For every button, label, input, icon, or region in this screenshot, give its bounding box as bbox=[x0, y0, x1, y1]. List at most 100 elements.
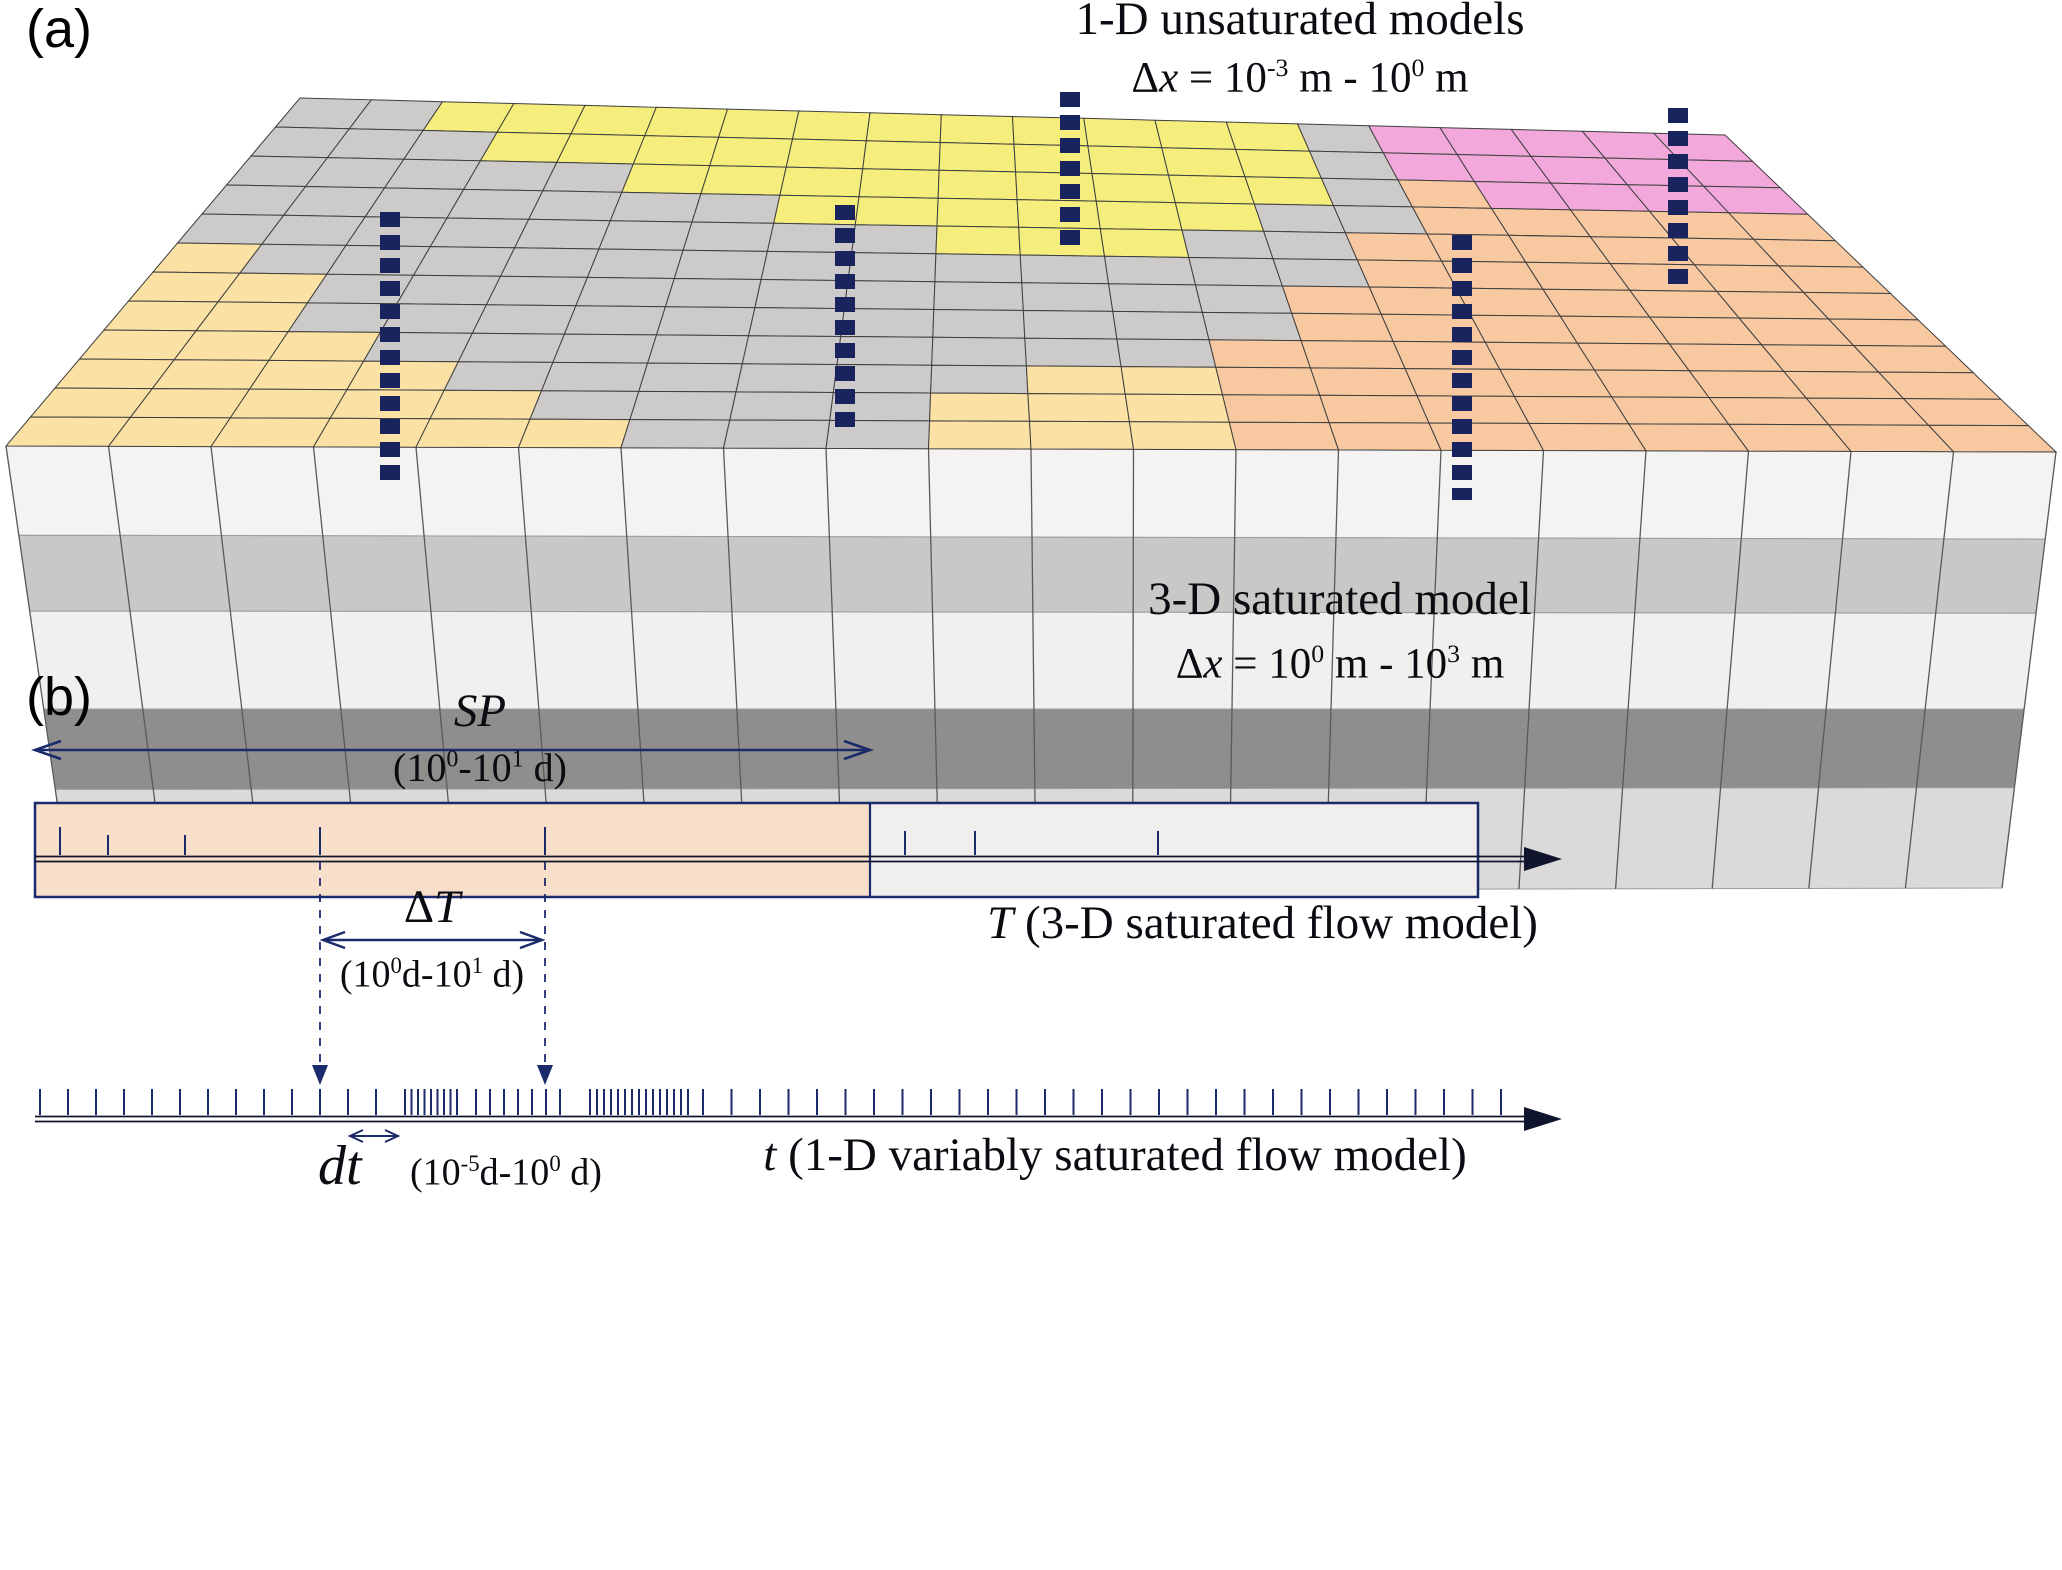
grid-cell bbox=[939, 114, 1015, 145]
grid-cell bbox=[479, 131, 572, 163]
grid-cell bbox=[1194, 284, 1293, 314]
panel-b-tag: (b) bbox=[26, 667, 92, 727]
grid-cell bbox=[1300, 340, 1406, 370]
sp-arrowhead-left bbox=[31, 739, 62, 761]
dt-arrowhead-left bbox=[347, 1129, 364, 1143]
grid-cell bbox=[620, 419, 731, 449]
dt-arrowhead-right bbox=[384, 1129, 401, 1143]
grid-cell bbox=[1091, 172, 1176, 204]
grid-cell bbox=[1087, 145, 1170, 176]
sp-label: SP bbox=[453, 685, 507, 737]
grid-cell bbox=[629, 390, 737, 421]
grid-cell bbox=[1272, 258, 1371, 288]
grid-cell bbox=[229, 388, 348, 419]
grid-cell bbox=[1215, 366, 1321, 396]
grid-cell bbox=[930, 364, 1029, 395]
grid-cell bbox=[735, 363, 838, 394]
grid-cell bbox=[1225, 121, 1311, 152]
grid-cell bbox=[462, 160, 558, 192]
grid-cell bbox=[1013, 143, 1093, 175]
dt-range: (10-5d-100 d) bbox=[410, 1151, 602, 1194]
grid-cell bbox=[865, 112, 942, 144]
grid-cell bbox=[1927, 424, 2058, 453]
grid-cell bbox=[517, 418, 631, 449]
grid-cell bbox=[1095, 200, 1183, 231]
front-column-line bbox=[1711, 451, 1750, 889]
grid-cell bbox=[1281, 285, 1382, 315]
timeline-graphics bbox=[31, 739, 1562, 1143]
grid-cell bbox=[210, 417, 332, 448]
grid-cell bbox=[1332, 204, 1428, 235]
T-axis-arrowhead bbox=[1524, 847, 1562, 871]
dT-guide-arrowhead-left bbox=[312, 1065, 328, 1085]
grid-cell bbox=[1221, 394, 1330, 424]
grid-cell bbox=[540, 361, 649, 392]
dT-arrowhead-right bbox=[519, 930, 546, 950]
grid-cell bbox=[1416, 395, 1530, 424]
t-axis-label: t (1-D variably saturated flow model) bbox=[763, 1129, 1467, 1181]
grid-cell bbox=[1112, 310, 1210, 341]
stress-bar-border bbox=[33, 801, 1480, 899]
grid-cell bbox=[527, 190, 623, 222]
grid-cell bbox=[621, 163, 711, 195]
grid-cell bbox=[1309, 367, 1418, 397]
T-axis-label: T (3-D saturated flow model) bbox=[987, 897, 1538, 949]
grid-cell bbox=[1484, 341, 1596, 371]
grid-cell bbox=[457, 332, 566, 363]
grid-cell bbox=[1025, 365, 1126, 395]
grid-cell bbox=[938, 141, 1017, 173]
grid-cell bbox=[1021, 282, 1114, 312]
grid-cell bbox=[646, 334, 750, 365]
grid-cell bbox=[346, 360, 460, 391]
dx-saturated-range: Δx = 100 m - 103 m bbox=[1175, 639, 1505, 688]
grid-cell bbox=[1174, 202, 1265, 232]
grid-cell bbox=[1234, 148, 1323, 179]
grid-cell bbox=[429, 217, 530, 249]
grid-cell bbox=[1124, 393, 1230, 423]
grid-cell bbox=[485, 275, 589, 307]
grid-cell bbox=[1103, 255, 1197, 286]
grid-cell bbox=[682, 221, 775, 252]
dT-arrowhead-left bbox=[319, 930, 346, 950]
grid-cell bbox=[362, 331, 474, 363]
grid-cell bbox=[248, 359, 365, 391]
grid-cell bbox=[632, 135, 720, 167]
grid-cell bbox=[598, 220, 693, 251]
grid-cell bbox=[1099, 228, 1190, 259]
sp-range: (100-101 d) bbox=[393, 745, 567, 790]
grid-cell bbox=[754, 278, 849, 310]
grid-cell bbox=[717, 108, 800, 140]
grid-cell bbox=[1328, 422, 1442, 451]
grid-cell bbox=[396, 274, 502, 306]
grid-cell bbox=[575, 276, 675, 308]
grid-cell bbox=[1167, 174, 1256, 205]
grid-cell bbox=[638, 362, 743, 393]
grid-cell bbox=[747, 307, 845, 338]
grid-cell bbox=[1469, 314, 1579, 344]
grid-cell bbox=[933, 281, 1024, 312]
grid-cell bbox=[586, 248, 684, 280]
grid-cell bbox=[1154, 119, 1237, 150]
grid-cell bbox=[843, 280, 936, 311]
grid-cell bbox=[791, 110, 871, 142]
grid-cell bbox=[556, 133, 646, 165]
grid-cell bbox=[1161, 147, 1246, 178]
stress-bar-left bbox=[35, 803, 870, 897]
grid-cell bbox=[1024, 337, 1122, 368]
grid-cell bbox=[1027, 393, 1130, 423]
grid-cell bbox=[700, 165, 787, 196]
grid-cell bbox=[722, 419, 831, 449]
grid-cell bbox=[1108, 283, 1203, 313]
dx-unsaturated-range: Δx = 10-3 m - 100 m bbox=[1131, 53, 1469, 102]
grid-cell bbox=[312, 417, 431, 448]
grid-cell bbox=[415, 418, 531, 449]
grid-cell bbox=[1208, 339, 1312, 369]
grid-cell bbox=[673, 249, 769, 281]
grid-cell bbox=[1428, 422, 1545, 452]
front-column-line bbox=[1614, 450, 1647, 889]
grid-cell bbox=[1253, 203, 1347, 234]
grid-cell bbox=[1290, 312, 1394, 342]
grid-cell bbox=[1120, 366, 1224, 396]
grid-cell bbox=[785, 138, 867, 170]
front-column-line bbox=[2001, 451, 2057, 889]
